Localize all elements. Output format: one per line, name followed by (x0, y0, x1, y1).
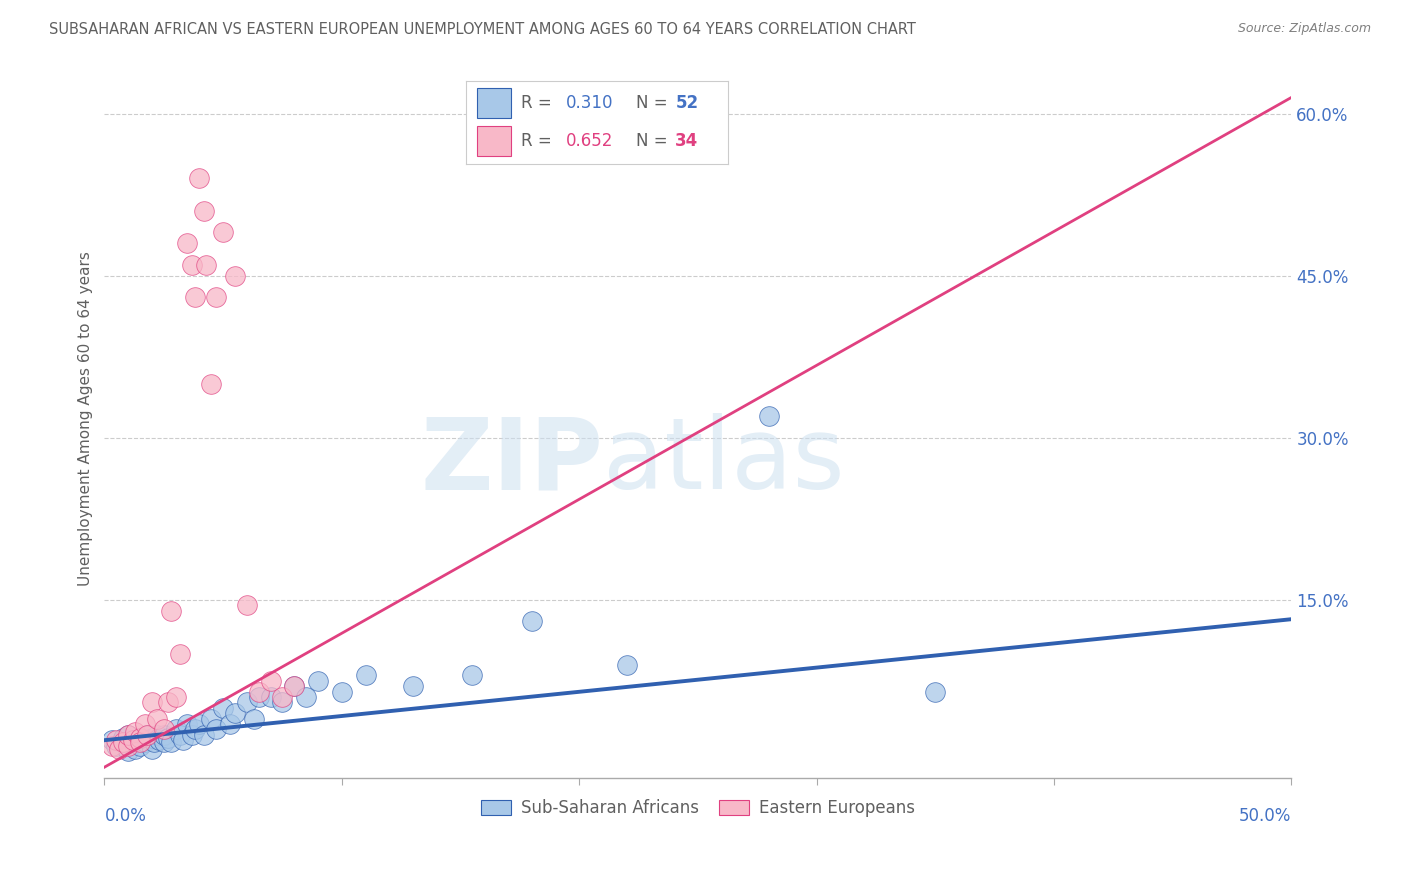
Point (141, 731, 163, 745)
Point (152, 723, 174, 737)
Point (148, 733, 170, 747)
Point (247, 690, 270, 704)
Point (247, 684, 270, 698)
Point (160, 735, 183, 749)
Point (924, 684, 946, 698)
Point (520, 615, 543, 629)
Point (145, 728, 167, 742)
Point (100, 733, 122, 747)
Point (117, 728, 139, 742)
Point (105, 733, 128, 747)
Point (283, 679, 305, 693)
Point (136, 728, 159, 742)
Point (122, 735, 145, 749)
Point (138, 733, 160, 747)
Point (200, 376, 222, 391)
Point (236, 598, 259, 612)
Point (129, 735, 152, 749)
Point (134, 717, 156, 731)
Text: atlas: atlas (603, 413, 845, 510)
Point (616, 657, 638, 672)
Point (129, 731, 152, 745)
Point (141, 695, 163, 709)
Point (105, 739, 128, 753)
Point (259, 690, 281, 704)
Point (224, 706, 246, 721)
Point (157, 731, 180, 745)
Point (122, 733, 145, 747)
Point (402, 679, 425, 693)
Text: 0.0%: 0.0% (104, 806, 146, 825)
Point (107, 742, 129, 756)
Point (224, 268, 246, 283)
Point (169, 728, 191, 742)
Point (193, 728, 215, 742)
Point (169, 647, 191, 661)
Point (236, 695, 259, 709)
Point (354, 668, 377, 682)
Point (112, 731, 135, 745)
Point (176, 717, 198, 731)
Point (461, 668, 484, 682)
Point (193, 203, 215, 218)
Point (200, 712, 222, 726)
Text: SUBSAHARAN AFRICAN VS EASTERN EUROPEAN UNEMPLOYMENT AMONG AGES 60 TO 64 YEARS CO: SUBSAHARAN AFRICAN VS EASTERN EUROPEAN U… (49, 22, 917, 37)
Point (176, 236, 198, 251)
Point (143, 735, 166, 749)
Point (117, 728, 139, 742)
Point (205, 290, 228, 304)
Point (134, 735, 156, 749)
Point (259, 673, 281, 688)
Point (127, 733, 149, 747)
Point (110, 735, 132, 749)
Point (307, 673, 329, 688)
Text: ZIP: ZIP (420, 413, 603, 510)
Point (157, 695, 180, 709)
Point (271, 690, 294, 704)
Point (758, 409, 780, 423)
Point (124, 724, 146, 739)
Point (283, 679, 305, 693)
Point (181, 728, 204, 742)
Point (112, 735, 135, 749)
Point (152, 728, 174, 742)
Point (188, 171, 211, 186)
Point (183, 723, 205, 737)
Text: Source: ZipAtlas.com: Source: ZipAtlas.com (1237, 22, 1371, 36)
Point (205, 723, 228, 737)
Point (271, 695, 294, 709)
Y-axis label: Unemployment Among Ages 60 to 64 years: Unemployment Among Ages 60 to 64 years (79, 252, 93, 586)
Point (100, 739, 122, 753)
Point (219, 717, 242, 731)
Point (129, 731, 152, 745)
Text: 50.0%: 50.0% (1239, 806, 1292, 825)
Point (152, 735, 174, 749)
Point (141, 742, 163, 756)
Point (212, 700, 235, 714)
Point (295, 690, 318, 704)
Point (160, 603, 183, 617)
Point (181, 258, 204, 272)
Point (212, 226, 235, 240)
Legend: Sub-Saharan Africans, Eastern Europeans: Sub-Saharan Africans, Eastern Europeans (474, 792, 921, 823)
Point (117, 744, 139, 758)
Point (136, 728, 159, 742)
Point (330, 684, 353, 698)
Point (188, 717, 211, 731)
Point (117, 739, 139, 753)
Point (129, 739, 152, 753)
Point (124, 742, 146, 756)
Point (145, 712, 167, 726)
Point (172, 733, 194, 747)
Point (195, 258, 218, 272)
Point (165, 690, 187, 704)
Point (183, 290, 205, 304)
Point (165, 723, 187, 737)
Point (243, 712, 266, 726)
